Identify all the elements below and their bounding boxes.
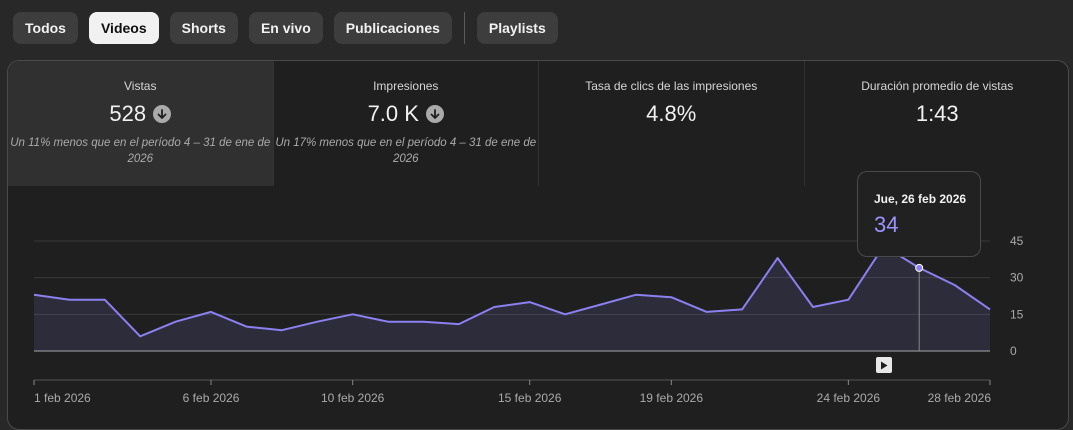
- x-tick-label: 15 feb 2026: [498, 391, 562, 405]
- chip-shorts[interactable]: Shorts: [169, 12, 238, 44]
- y-tick-label: 15: [1010, 307, 1024, 321]
- chip-publicaciones[interactable]: Publicaciones: [333, 12, 452, 44]
- metric-value: 7.0 K: [367, 101, 419, 126]
- x-tick-label: 6 feb 2026: [183, 391, 240, 405]
- series-area: [34, 245, 990, 351]
- hover-point: [915, 263, 924, 272]
- video-published-marker[interactable]: [876, 357, 892, 373]
- arrow-down-circle-icon: [425, 105, 444, 123]
- x-tick-label: 24 feb 2026: [817, 391, 881, 405]
- x-tick-label: 19 feb 2026: [640, 391, 704, 405]
- metric-value: 4.8%: [646, 101, 697, 126]
- chip-playlists[interactable]: Playlists: [476, 12, 558, 44]
- metric-title: Impresiones: [373, 79, 439, 93]
- y-tick-label: 30: [1010, 271, 1024, 285]
- tooltip-value: 34: [874, 212, 899, 237]
- chip-videos[interactable]: Videos: [88, 12, 159, 44]
- metric-value-row: 7.0 K: [274, 101, 539, 127]
- metric-title: Tasa de clics de las impresiones: [585, 79, 758, 93]
- views-chart: 0 15 30 45 1 feb 2026 6 feb 2026 10 feb 2026 15…: [33, 234, 1024, 405]
- metric-tiles: Vistas 528 Un 11% menos que en el períod…: [8, 61, 1069, 186]
- metric-value: 1:43: [915, 101, 959, 126]
- x-tick-label: 28 feb 2026: [928, 391, 992, 405]
- metric-value: 528: [109, 101, 147, 126]
- metric-tile-impresiones[interactable]: Impresiones 7.0 K Un 17% menos que en el…: [274, 61, 539, 186]
- analytics-card: 0 15 30 45 1 feb 2026 6 feb 2026 10 feb 2026 15…: [7, 60, 1069, 430]
- metric-comparison-note: Un 11% menos que en el período 4 – 31 de…: [10, 137, 271, 165]
- metric-value-row: 528: [8, 101, 273, 127]
- metric-tile-vistas[interactable]: Vistas 528 Un 11% menos que en el períod…: [8, 61, 274, 186]
- metric-value-row: 1:43: [805, 101, 1069, 127]
- filter-chip-bar: Todos Videos Shorts En vivo Publicacione…: [13, 12, 569, 44]
- x-tick-label: 10 feb 2026: [321, 391, 385, 405]
- chip-en-vivo[interactable]: En vivo: [248, 12, 323, 44]
- arrow-down-circle-icon: [153, 105, 172, 123]
- metric-tile-ctr[interactable]: Tasa de clics de las impresiones 4.8%: [539, 61, 805, 186]
- x-tick-label: 1 feb 2026: [34, 391, 91, 405]
- chip-todos[interactable]: Todos: [13, 12, 78, 44]
- tooltip-date: Jue, 26 feb 2026: [874, 192, 967, 206]
- series-line: [33, 244, 991, 338]
- metric-tile-duracion[interactable]: Duración promedio de vistas 1:43: [805, 61, 1069, 186]
- metric-title: Duración promedio de vistas: [861, 79, 1014, 93]
- metric-title: Vistas: [124, 79, 157, 93]
- play-icon: [881, 361, 888, 369]
- chart-tooltip: Jue, 26 feb 2026 34: [857, 171, 981, 257]
- chip-divider: [463, 12, 465, 44]
- metric-value-row: 4.8%: [539, 101, 804, 127]
- y-tick-label: 0: [1010, 344, 1017, 358]
- y-tick-label: 45: [1010, 234, 1024, 248]
- metric-comparison-note: Un 17% menos que en el período 4 – 31 de…: [275, 137, 537, 165]
